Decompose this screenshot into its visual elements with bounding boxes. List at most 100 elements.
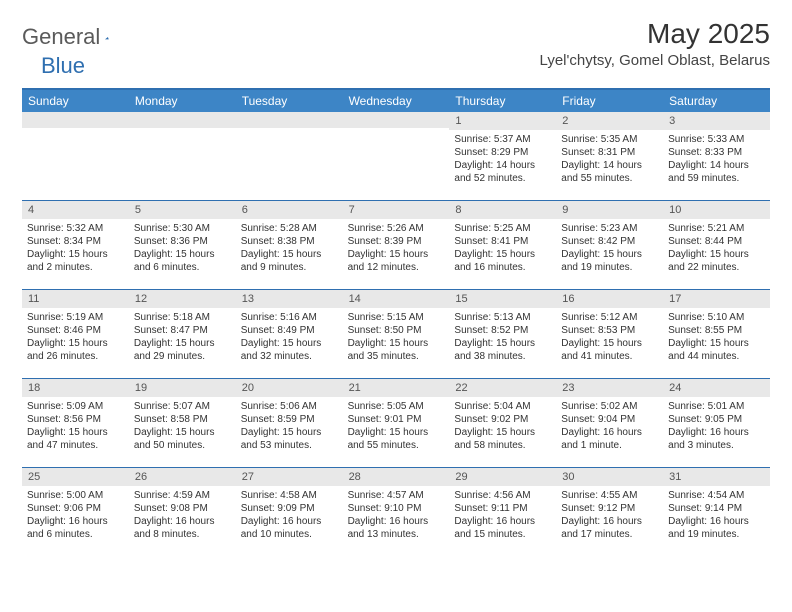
sunrise-text: Sunrise: 5:25 AM <box>454 222 551 235</box>
day-details: Sunrise: 4:56 AMSunset: 9:11 PMDaylight:… <box>449 486 556 545</box>
daylight-text: Daylight: 16 hours and 3 minutes. <box>668 426 765 452</box>
brand-logo: General <box>22 26 129 48</box>
calendar-day-cell: 12Sunrise: 5:18 AMSunset: 8:47 PMDayligh… <box>129 290 236 378</box>
daylight-text: Daylight: 15 hours and 29 minutes. <box>134 337 231 363</box>
daylight-text: Daylight: 15 hours and 16 minutes. <box>454 248 551 274</box>
day-number: 29 <box>449 468 556 486</box>
sunset-text: Sunset: 8:41 PM <box>454 235 551 248</box>
calendar-day-cell: 15Sunrise: 5:13 AMSunset: 8:52 PMDayligh… <box>449 290 556 378</box>
daylight-text: Daylight: 14 hours and 59 minutes. <box>668 159 765 185</box>
day-number: 19 <box>129 379 236 397</box>
day-details: Sunrise: 5:19 AMSunset: 8:46 PMDaylight:… <box>22 308 129 367</box>
sunrise-text: Sunrise: 5:10 AM <box>668 311 765 324</box>
weekday-header: Wednesday <box>343 90 450 112</box>
calendar-day-cell <box>22 112 129 200</box>
day-number: 23 <box>556 379 663 397</box>
day-number: 5 <box>129 201 236 219</box>
daylight-text: Daylight: 15 hours and 22 minutes. <box>668 248 765 274</box>
daylight-text: Daylight: 15 hours and 2 minutes. <box>27 248 124 274</box>
day-details: Sunrise: 4:54 AMSunset: 9:14 PMDaylight:… <box>663 486 770 545</box>
sunset-text: Sunset: 8:59 PM <box>241 413 338 426</box>
day-details: Sunrise: 4:55 AMSunset: 9:12 PMDaylight:… <box>556 486 663 545</box>
daylight-text: Daylight: 15 hours and 58 minutes. <box>454 426 551 452</box>
calendar-day-cell <box>129 112 236 200</box>
weekday-header: Sunday <box>22 90 129 112</box>
daylight-text: Daylight: 15 hours and 26 minutes. <box>27 337 124 363</box>
sunset-text: Sunset: 8:47 PM <box>134 324 231 337</box>
sunrise-text: Sunrise: 5:33 AM <box>668 133 765 146</box>
sunrise-text: Sunrise: 5:05 AM <box>348 400 445 413</box>
sunset-text: Sunset: 9:08 PM <box>134 502 231 515</box>
day-details: Sunrise: 5:10 AMSunset: 8:55 PMDaylight:… <box>663 308 770 367</box>
day-number: 24 <box>663 379 770 397</box>
month-title: May 2025 <box>540 18 770 50</box>
day-number: 21 <box>343 379 450 397</box>
calendar-day-cell: 18Sunrise: 5:09 AMSunset: 8:56 PMDayligh… <box>22 379 129 467</box>
calendar-week: 18Sunrise: 5:09 AMSunset: 8:56 PMDayligh… <box>22 379 770 468</box>
calendar-day-cell: 21 Sunrise: 5:05 AMSunset: 9:01 PMDayligh… <box>343 379 450 467</box>
day-number: 13 <box>236 290 343 308</box>
sunrise-text: Sunrise: 5:04 AM <box>454 400 551 413</box>
day-number: 27 <box>236 468 343 486</box>
brand-text-blue: Blue <box>41 53 85 78</box>
calendar-day-cell: 20Sunrise: 5:06 AMSunset: 8:59 PMDayligh… <box>236 379 343 467</box>
calendar-week: 11Sunrise: 5:19 AMSunset: 8:46 PMDayligh… <box>22 290 770 379</box>
sunrise-text: Sunrise: 5:06 AM <box>241 400 338 413</box>
calendar-day-cell: 4Sunrise: 5:32 AMSunset: 8:34 PMDaylight… <box>22 201 129 289</box>
calendar-day-cell: 3Sunrise: 5:33 AMSunset: 8:33 PMDaylight… <box>663 112 770 200</box>
calendar-day-cell: 28Sunrise: 4:57 AMSunset: 9:10 PMDayligh… <box>343 468 450 556</box>
daylight-text: Daylight: 15 hours and 19 minutes. <box>561 248 658 274</box>
day-number <box>236 112 343 128</box>
sunset-text: Sunset: 8:49 PM <box>241 324 338 337</box>
sunset-text: Sunset: 8:50 PM <box>348 324 445 337</box>
sunrise-text: Sunrise: 5:26 AM <box>348 222 445 235</box>
day-details: Sunrise: 4:57 AMSunset: 9:10 PMDaylight:… <box>343 486 450 545</box>
daylight-text: Daylight: 15 hours and 47 minutes. <box>27 426 124 452</box>
day-details: Sunrise: 5:25 AMSunset: 8:41 PMDaylight:… <box>449 219 556 278</box>
day-number: 4 <box>22 201 129 219</box>
sunrise-text: Sunrise: 5:35 AM <box>561 133 658 146</box>
sunset-text: Sunset: 8:31 PM <box>561 146 658 159</box>
sunrise-text: Sunrise: 5:23 AM <box>561 222 658 235</box>
day-number: 17 <box>663 290 770 308</box>
calendar-week: 25Sunrise: 5:00 AMSunset: 9:06 PMDayligh… <box>22 468 770 556</box>
sunset-text: Sunset: 8:34 PM <box>27 235 124 248</box>
sunset-text: Sunset: 9:05 PM <box>668 413 765 426</box>
calendar-week: 1Sunrise: 5:37 AMSunset: 8:29 PMDaylight… <box>22 112 770 201</box>
sunset-text: Sunset: 8:58 PM <box>134 413 231 426</box>
day-details: Sunrise: 5:37 AMSunset: 8:29 PMDaylight:… <box>449 130 556 189</box>
day-number: 28 <box>343 468 450 486</box>
day-number <box>343 112 450 128</box>
sunset-text: Sunset: 9:01 PM <box>348 413 445 426</box>
calendar-day-cell: 6Sunrise: 5:28 AMSunset: 8:38 PMDaylight… <box>236 201 343 289</box>
calendar-day-cell: 31Sunrise: 4:54 AMSunset: 9:14 PMDayligh… <box>663 468 770 556</box>
location-text: Lyel'chytsy, Gomel Oblast, Belarus <box>540 52 770 69</box>
triangle-icon <box>105 29 109 47</box>
daylight-text: Daylight: 15 hours and 50 minutes. <box>134 426 231 452</box>
calendar-day-cell: 30Sunrise: 4:55 AMSunset: 9:12 PMDayligh… <box>556 468 663 556</box>
daylight-text: Daylight: 15 hours and 55 minutes. <box>348 426 445 452</box>
sunset-text: Sunset: 8:53 PM <box>561 324 658 337</box>
daylight-text: Daylight: 16 hours and 15 minutes. <box>454 515 551 541</box>
sunset-text: Sunset: 9:09 PM <box>241 502 338 515</box>
sunrise-text: Sunrise: 5:37 AM <box>454 133 551 146</box>
sunrise-text: Sunrise: 5:19 AM <box>27 311 124 324</box>
day-number: 2 <box>556 112 663 130</box>
day-number: 6 <box>236 201 343 219</box>
sunset-text: Sunset: 8:46 PM <box>27 324 124 337</box>
sunrise-text: Sunrise: 4:56 AM <box>454 489 551 502</box>
sunrise-text: Sunrise: 5:01 AM <box>668 400 765 413</box>
day-details: Sunrise: 5:26 AMSunset: 8:39 PMDaylight:… <box>343 219 450 278</box>
day-number: 22 <box>449 379 556 397</box>
daylight-text: Daylight: 16 hours and 13 minutes. <box>348 515 445 541</box>
day-number: 31 <box>663 468 770 486</box>
day-number: 25 <box>22 468 129 486</box>
day-number: 1 <box>449 112 556 130</box>
day-details: Sunrise: 5:00 AMSunset: 9:06 PMDaylight:… <box>22 486 129 545</box>
daylight-text: Daylight: 15 hours and 9 minutes. <box>241 248 338 274</box>
day-details: Sunrise: 5:30 AMSunset: 8:36 PMDaylight:… <box>129 219 236 278</box>
day-number: 20 <box>236 379 343 397</box>
calendar-day-cell: 7Sunrise: 5:26 AMSunset: 8:39 PMDaylight… <box>343 201 450 289</box>
calendar-day-cell: 23Sunrise: 5:02 AMSunset: 9:04 PMDayligh… <box>556 379 663 467</box>
day-number: 30 <box>556 468 663 486</box>
